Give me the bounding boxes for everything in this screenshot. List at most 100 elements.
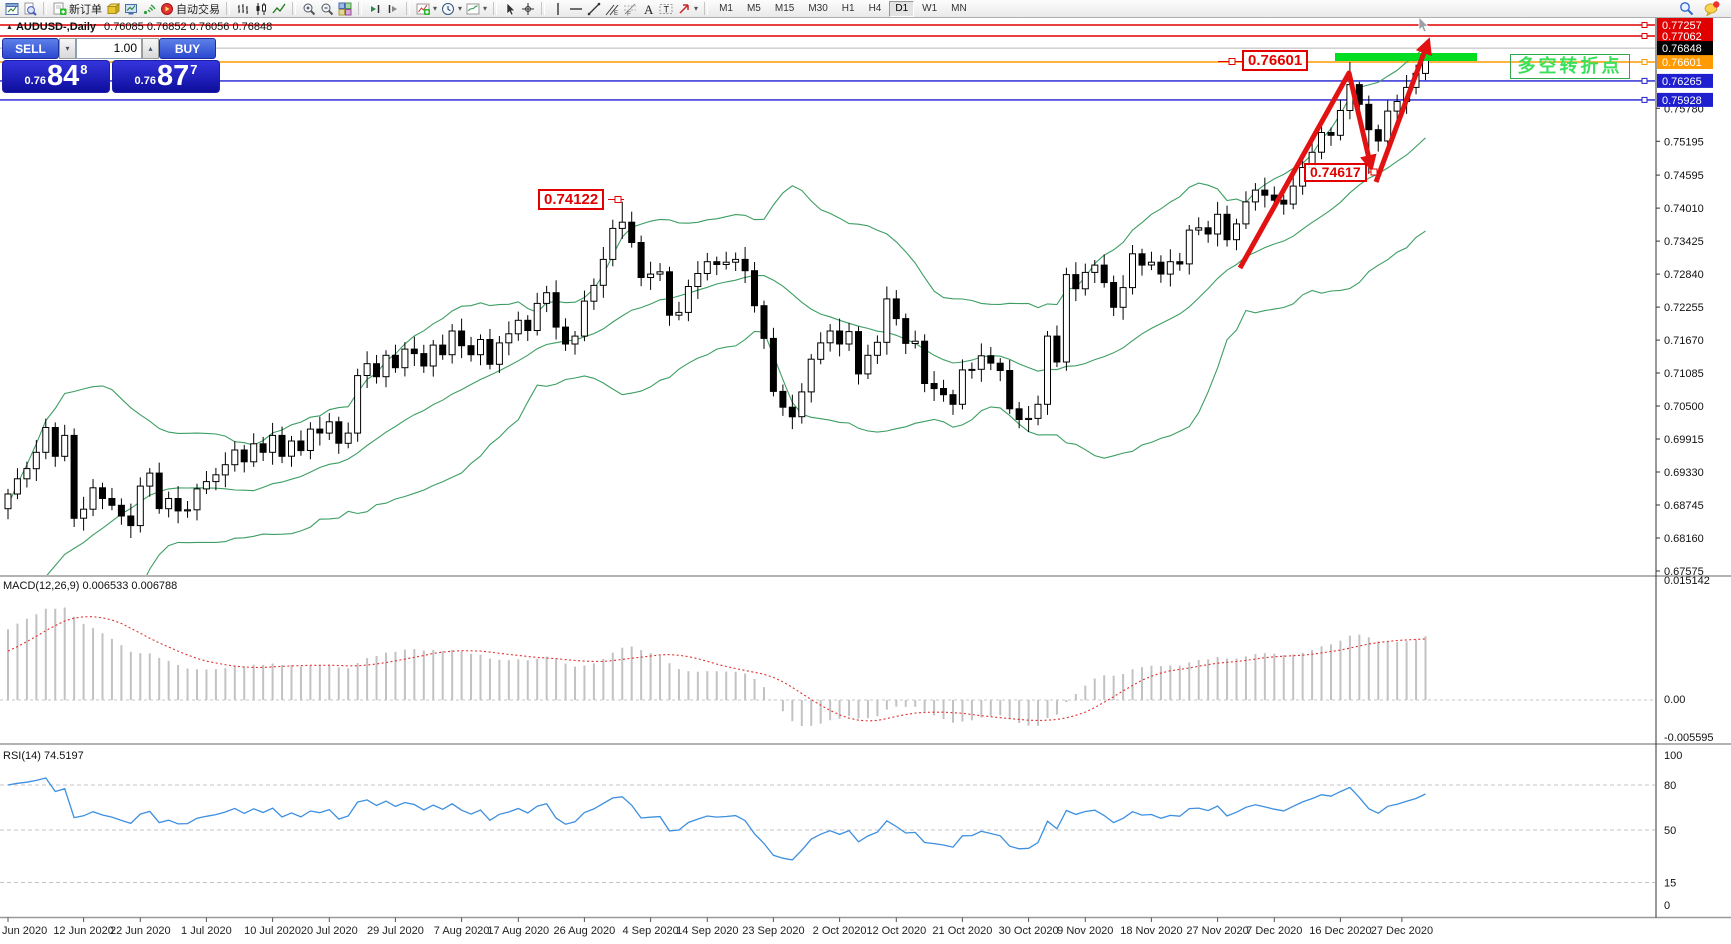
main-toolbar: 新订单 自动交易 ▾ ▾ ▾ E F A T ▾ M1 M5 M15 M30 H1 H4 D1 W1 MN [0, 0, 1731, 18]
price-axis[interactable]: 0.757800.751950.745950.740100.734250.728… [1656, 18, 1713, 578]
volume-increase-button[interactable]: ▴ [142, 38, 159, 59]
svg-text:21 Oct 2020: 21 Oct 2020 [932, 925, 992, 937]
timeframe-m5-button[interactable]: M5 [746, 2, 761, 14]
rsi-pane: 100 80 50 15 0 [0, 750, 1682, 912]
templates-icon[interactable]: ▾ [464, 1, 489, 17]
candlestick-chart-icon[interactable] [252, 1, 270, 17]
new-order-button[interactable]: 新订单 [51, 1, 104, 17]
rsi-indicator-label: RSI(14) 74.5197 [3, 750, 84, 762]
volume-input[interactable]: 1.00 [76, 38, 142, 59]
bollinger-bands [7, 44, 1426, 575]
svg-text:27 Dec 2020: 27 Dec 2020 [1371, 925, 1433, 937]
sell-price-display[interactable]: 0.76 84 8 [2, 60, 110, 93]
svg-text:26 Aug 2020: 26 Aug 2020 [554, 925, 616, 937]
sell-price-prefix: 0.76 [24, 75, 46, 87]
one-click-trade-panel: SELL ▾ 1.00 ▴ BUY 0.76 84 8 0.76 87 7 [2, 38, 228, 93]
svg-text:T: T [664, 4, 670, 14]
text-icon[interactable]: A [639, 1, 657, 17]
svg-text:A: A [644, 2, 654, 16]
price-label-76601[interactable]: 0.76601 [1242, 50, 1309, 71]
svg-text:Jun 2020: Jun 2020 [2, 925, 47, 937]
trendline-icon[interactable] [585, 1, 603, 17]
svg-text:12 Oct 2020: 12 Oct 2020 [866, 925, 926, 937]
sell-button[interactable]: SELL [2, 38, 59, 59]
buy-price-prefix: 0.76 [134, 75, 156, 87]
svg-text:0.71670: 0.71670 [1664, 335, 1704, 347]
svg-text:0.73425: 0.73425 [1664, 236, 1704, 248]
chart-title-ohlc: ▲ AUDUSD-,Daily 0.76085 0.76852 0.76056 0.… [6, 21, 272, 33]
svg-text:12 Jun 2020: 12 Jun 2020 [53, 925, 114, 937]
signals-icon[interactable] [140, 1, 158, 17]
svg-text:7 Dec 2020: 7 Dec 2020 [1246, 925, 1302, 937]
green-resistance-bar[interactable] [1335, 53, 1477, 61]
sell-price-pip: 8 [80, 62, 88, 77]
svg-text:100: 100 [1664, 750, 1682, 762]
timeframe-m15-button[interactable]: M15 [774, 2, 795, 14]
search-icon[interactable] [1677, 1, 1696, 17]
timeframe-m1-button[interactable]: M1 [719, 2, 733, 14]
price-label-74617[interactable]: 0.74617 [1304, 163, 1367, 182]
timeframe-d1-button[interactable]: D1 [889, 0, 915, 17]
svg-text:0.76848: 0.76848 [1662, 43, 1702, 55]
svg-text:2 Oct 2020: 2 Oct 2020 [813, 925, 867, 937]
timeframe-w1-button[interactable]: W1 [922, 2, 938, 14]
bar-chart-icon[interactable] [234, 1, 252, 17]
indicators-icon[interactable]: ▾ [414, 1, 439, 17]
svg-text:-0.005595: -0.005595 [1664, 732, 1714, 744]
symbol-period: AUDUSD-,Daily [15, 21, 97, 33]
bull-bear-turning-point-note[interactable]: 多空转折点 [1510, 54, 1630, 79]
price-label-74122[interactable]: 0.74122 [538, 189, 605, 210]
separator [292, 2, 296, 15]
arrows-icon[interactable]: ▾ [675, 1, 700, 17]
vertical-line-icon[interactable] [549, 1, 567, 17]
market-depth-icon[interactable] [104, 1, 122, 17]
timeframe-m30-button[interactable]: M30 [808, 2, 828, 14]
separator [541, 2, 546, 15]
fibonacci-icon[interactable]: F [621, 1, 639, 17]
timeframe-mn-button[interactable]: MN [951, 2, 967, 14]
svg-text:0.015142: 0.015142 [1664, 575, 1710, 587]
horizontal-line-objects[interactable] [0, 22, 1655, 103]
svg-text:1 Jul 2020: 1 Jul 2020 [181, 925, 232, 937]
svg-text:0.72840: 0.72840 [1664, 269, 1704, 281]
tile-windows-icon[interactable] [336, 1, 354, 17]
buy-price-display[interactable]: 0.76 87 7 [112, 60, 220, 93]
zoom-out-icon[interactable] [318, 1, 336, 17]
community-icon[interactable] [1702, 1, 1722, 17]
svg-text:0: 0 [1664, 900, 1670, 912]
autotrading-button[interactable]: 自动交易 [158, 1, 222, 17]
red-zigzag-arrows[interactable] [1237, 37, 1432, 270]
cursor-icon[interactable] [501, 1, 519, 17]
ohlc-values: 0.76085 0.76852 0.76056 0.76848 [104, 21, 273, 33]
line-chart-icon[interactable] [270, 1, 288, 17]
svg-text:E: E [614, 11, 618, 16]
buy-button[interactable]: BUY [159, 38, 216, 59]
separator [493, 2, 498, 15]
svg-text:30 Oct 2020: 30 Oct 2020 [999, 925, 1059, 937]
auto-scroll-icon[interactable] [366, 1, 384, 17]
svg-text:29 Jul 2020: 29 Jul 2020 [367, 925, 424, 937]
svg-text:0.68160: 0.68160 [1664, 533, 1704, 545]
chart-shift-icon[interactable] [384, 1, 402, 17]
svg-text:50: 50 [1664, 825, 1676, 837]
svg-text:0.74010: 0.74010 [1664, 203, 1704, 215]
svg-text:0.74595: 0.74595 [1664, 170, 1704, 182]
timeframe-h1-button[interactable]: H1 [841, 2, 855, 14]
crosshair-icon[interactable] [519, 1, 537, 17]
separator [43, 2, 47, 15]
horizontal-line-icon[interactable] [567, 1, 585, 17]
collapse-triangle-icon[interactable]: ▲ [6, 24, 13, 31]
chart-window-icon[interactable] [3, 1, 21, 17]
text-label-icon[interactable]: T [657, 1, 675, 17]
svg-text:7 Aug 2020: 7 Aug 2020 [434, 925, 490, 937]
publish-chart-icon[interactable] [122, 1, 140, 17]
zoom-in-icon[interactable] [300, 1, 318, 17]
timeframe-h4-button[interactable]: H4 [868, 2, 882, 14]
equidistant-channel-icon[interactable]: E [603, 1, 621, 17]
volume-decrease-button[interactable]: ▾ [59, 38, 76, 59]
svg-text:0.76265: 0.76265 [1662, 76, 1702, 88]
periods-icon[interactable]: ▾ [439, 1, 464, 17]
print-preview-icon[interactable] [21, 1, 39, 17]
